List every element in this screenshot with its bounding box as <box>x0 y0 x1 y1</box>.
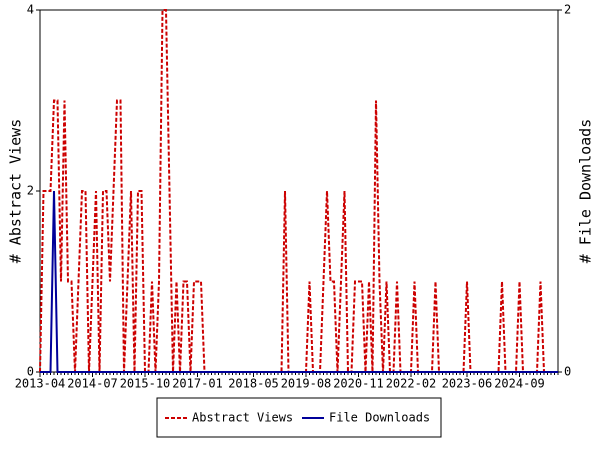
x-tick-label: 2022-02 <box>386 377 437 391</box>
x-tick-label: 2017-01 <box>172 377 223 391</box>
y2-tick-label: 0 <box>564 365 571 379</box>
x-tick-label: 2013-04 <box>15 377 66 391</box>
x-tick-label: 2023-06 <box>442 377 493 391</box>
x-tick-label: 2019-08 <box>281 377 332 391</box>
legend-box <box>156 397 442 438</box>
y2-axis-title: # File Downloads <box>577 119 595 264</box>
x-tick-label: 2018-05 <box>228 377 279 391</box>
y-axis-title: # Abstract Views <box>7 119 25 264</box>
x-tick-label: 2020-11 <box>333 377 384 391</box>
series-line <box>39 9 558 373</box>
y2-tick-label: 2 <box>564 3 571 17</box>
legend-label: File Downloads <box>329 411 430 425</box>
legend-label: Abstract Views <box>192 411 293 425</box>
y-tick-label: 2 <box>27 184 34 198</box>
x-tick-label: 2014-07 <box>67 377 118 391</box>
x-tick-label: 2015-10 <box>120 377 171 391</box>
y-tick-label: 0 <box>27 365 34 379</box>
x-tick-label: 2024-09 <box>494 377 545 391</box>
series-line <box>40 190 558 373</box>
y-tick-label: 4 <box>27 3 34 17</box>
plot-frame <box>39 9 559 373</box>
